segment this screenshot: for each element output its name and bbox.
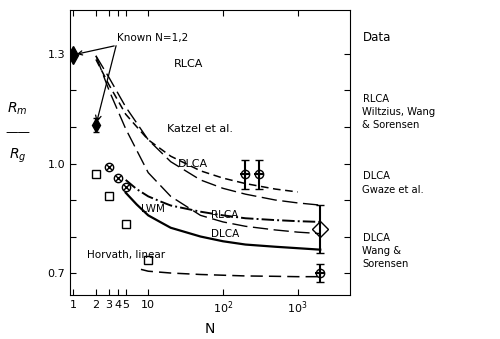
Text: DLCA
Wang &
Sorensen: DLCA Wang & Sorensen	[362, 233, 409, 269]
Text: ——: ——	[5, 126, 30, 139]
Text: RLCA: RLCA	[174, 59, 203, 69]
Text: $R_g$: $R_g$	[9, 147, 26, 165]
Text: LWM: LWM	[141, 204, 165, 214]
Text: DLCA: DLCA	[212, 228, 240, 239]
Text: DLCA
Gwaze et al.: DLCA Gwaze et al.	[362, 172, 424, 195]
Text: Horvath, linear: Horvath, linear	[86, 251, 164, 260]
Text: Katzel et al.: Katzel et al.	[168, 124, 234, 135]
Text: Known N=1,2: Known N=1,2	[78, 33, 188, 55]
Text: $R_m$: $R_m$	[8, 100, 28, 117]
Text: RLCA: RLCA	[212, 210, 239, 220]
Text: RLCA
Wiltzius, Wang
& Sorensen: RLCA Wiltzius, Wang & Sorensen	[362, 94, 436, 130]
X-axis label: N: N	[205, 322, 215, 336]
Text: Data: Data	[362, 31, 391, 43]
Text: DLCA: DLCA	[178, 159, 208, 169]
